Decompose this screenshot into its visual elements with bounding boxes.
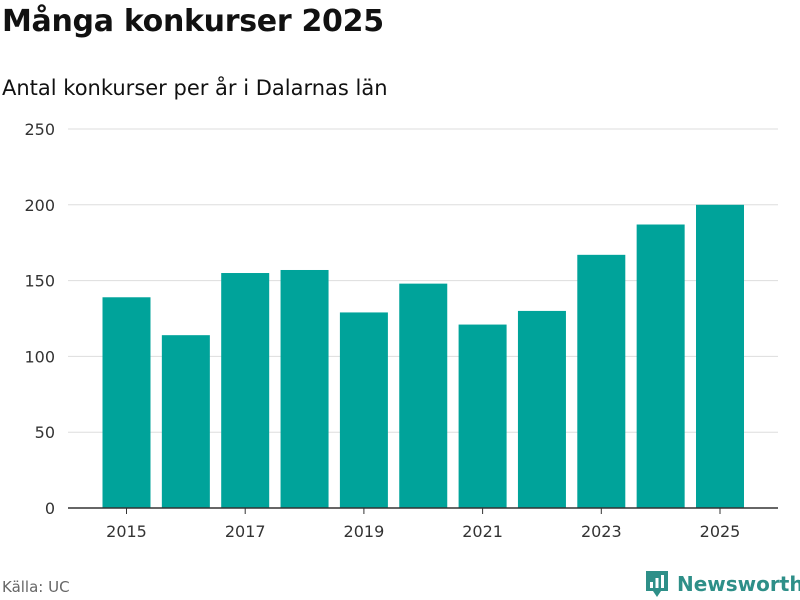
y-tick-label-50: 50 [35,423,55,442]
bar-2017 [221,273,270,508]
y-tick-label-150: 150 [24,272,55,291]
y-tick-label-250: 250 [24,120,55,139]
bar-2023 [577,254,626,508]
x-tick-label-2017: 2017 [225,522,266,541]
newsworthy-logo: Newsworthy [644,569,800,599]
bar-2024 [636,224,685,508]
source-note: Källa: UC [2,578,70,596]
y-tick-label-0: 0 [45,499,55,518]
x-tick-label-2019: 2019 [344,522,385,541]
chart-subtitle: Antal konkurser per år i Dalarnas län [2,76,388,100]
bar-2020 [399,283,448,508]
bar-2021 [458,324,507,508]
y-tick-label-100: 100 [24,347,55,366]
bar-2015 [102,297,151,508]
bar-2022 [517,310,566,508]
bar-2016 [161,335,210,508]
x-tick-label-2025: 2025 [700,522,741,541]
y-tick-label-200: 200 [24,196,55,215]
bar-2019 [339,312,388,508]
bar-2018 [280,269,329,508]
chart-title: Många konkurser 2025 [2,4,384,39]
newsworthy-logo-icon [646,571,668,597]
brand-name: Newsworthy [677,572,800,596]
x-tick-label-2023: 2023 [581,522,622,541]
x-tick-label-2021: 2021 [462,522,503,541]
bar-2025 [696,204,744,509]
x-tick-label-2015: 2015 [106,522,147,541]
